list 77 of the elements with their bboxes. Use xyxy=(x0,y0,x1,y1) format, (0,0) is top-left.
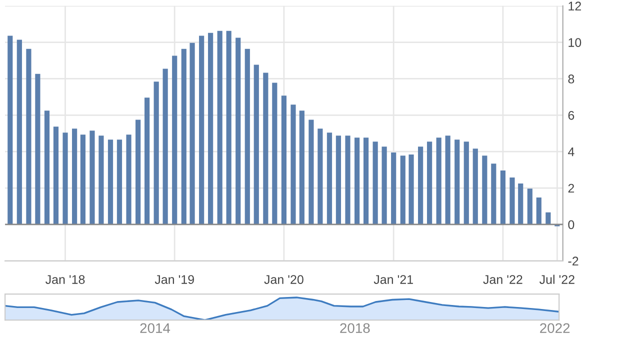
y-tick-label: 2 xyxy=(568,184,574,193)
y-tick-label: -2 xyxy=(568,256,578,266)
bar xyxy=(244,48,250,224)
bar xyxy=(16,40,22,224)
bar xyxy=(400,156,406,224)
bar xyxy=(53,126,59,224)
x-tick-label: 2018 xyxy=(340,323,370,334)
bar xyxy=(236,38,241,224)
bar xyxy=(391,152,396,224)
bar xyxy=(290,104,296,224)
x-tick-label: Jul '22 xyxy=(539,274,574,284)
bar xyxy=(510,177,515,224)
bar xyxy=(436,138,442,224)
bar xyxy=(108,140,114,224)
bar xyxy=(536,198,542,224)
x-tick-label: Jan '18 xyxy=(46,275,85,284)
bar xyxy=(254,64,259,224)
bar xyxy=(72,128,78,224)
bar xyxy=(454,140,460,224)
bar xyxy=(90,130,95,224)
bar xyxy=(272,82,278,224)
bar xyxy=(199,36,204,224)
bar xyxy=(226,30,232,224)
bar xyxy=(318,128,323,224)
bar xyxy=(482,156,488,224)
bar xyxy=(62,132,68,224)
bar xyxy=(116,140,122,224)
bar xyxy=(345,136,350,224)
bar xyxy=(518,183,524,224)
bar xyxy=(326,132,332,224)
bar xyxy=(354,138,360,224)
bar xyxy=(181,48,186,224)
bar xyxy=(500,170,506,224)
bar xyxy=(208,32,214,224)
y-tick-label: 6 xyxy=(568,110,574,120)
bar xyxy=(527,188,532,224)
bar xyxy=(445,136,450,224)
bar xyxy=(418,146,424,224)
x-tick-label: Jan '22 xyxy=(483,275,522,284)
bar xyxy=(172,56,178,224)
bar xyxy=(491,164,496,224)
bar xyxy=(98,136,104,224)
bar xyxy=(363,138,369,224)
x-tick-label: Jan '19 xyxy=(154,275,194,284)
y-tick-label: 10 xyxy=(568,38,582,47)
bar xyxy=(426,142,432,224)
bar xyxy=(308,120,314,224)
bar xyxy=(464,142,469,224)
bar xyxy=(126,134,132,224)
bar xyxy=(144,98,150,224)
bar xyxy=(299,110,304,224)
bar xyxy=(35,74,40,224)
bar xyxy=(408,154,414,224)
bar xyxy=(44,110,50,224)
bar xyxy=(80,134,86,224)
y-tick-label: 0 xyxy=(568,220,574,230)
x-tick-label: 2014 xyxy=(140,323,170,334)
bar xyxy=(217,30,222,224)
bar xyxy=(154,82,159,224)
x-tick-label: Jan '20 xyxy=(264,275,304,284)
y-tick-label: 12 xyxy=(568,2,581,10)
bar xyxy=(26,48,32,224)
y-tick-label: 8 xyxy=(568,74,574,84)
bar xyxy=(472,148,478,224)
bar xyxy=(382,146,387,224)
y-tick-label: 4 xyxy=(568,148,574,156)
x-tick-label: Jan '21 xyxy=(374,275,413,284)
bar xyxy=(546,212,551,224)
bar xyxy=(136,120,141,224)
bar xyxy=(263,72,268,224)
bar xyxy=(190,42,195,224)
bar xyxy=(336,136,342,224)
bar xyxy=(162,68,168,224)
bar xyxy=(281,96,286,224)
x-tick-label: 2022 xyxy=(540,323,570,334)
bar xyxy=(8,36,13,224)
bar xyxy=(372,142,378,224)
